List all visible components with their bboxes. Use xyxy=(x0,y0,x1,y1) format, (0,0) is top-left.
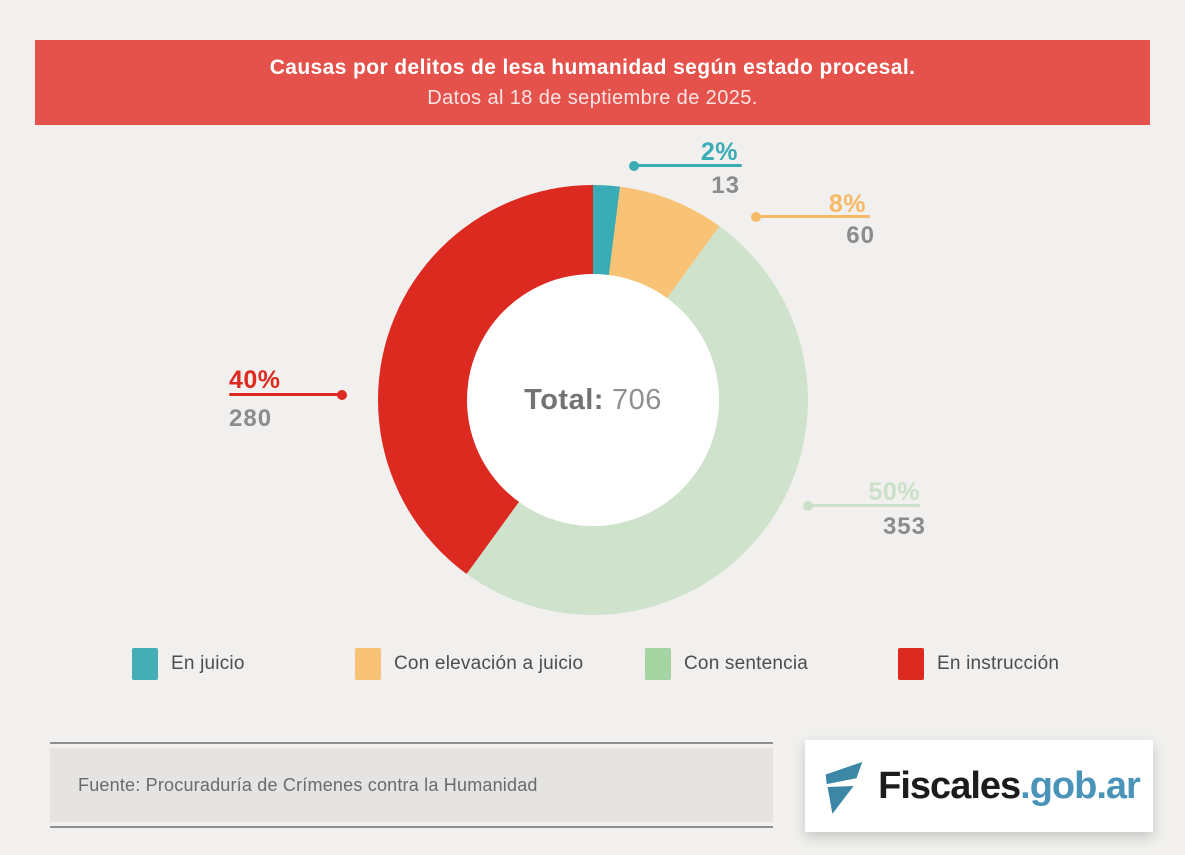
legend-item-con-sentencia: Con sentencia xyxy=(645,648,808,680)
legend-swatch-con-sentencia xyxy=(645,648,671,680)
callout-dot-en-instruccion xyxy=(337,389,347,400)
legend-swatch-en-instruccion xyxy=(898,648,924,680)
callout-percent-con-sentencia: 50% xyxy=(868,478,920,506)
legend-swatch-con-elevacion xyxy=(355,648,381,680)
callout-dot-en-juicio xyxy=(629,160,639,171)
logo-text-accent: .gob.ar xyxy=(1020,764,1141,807)
donut-center: Total: 706 xyxy=(467,274,719,526)
fiscales-logo: Fiscales.gob.ar xyxy=(805,740,1153,832)
callout-line-en-instruccion xyxy=(229,389,347,400)
total-value: 706 xyxy=(611,383,662,416)
page-title: Causas por delitos de lesa humanidad seg… xyxy=(269,55,916,79)
legend-item-en-juicio: En juicio xyxy=(132,648,245,680)
fiscales-flag-icon xyxy=(825,761,863,814)
legend-label-en-juicio: En juicio xyxy=(171,653,245,674)
source-box: Fuente: Procuraduría de Crímenes contra … xyxy=(50,748,773,822)
callout-dot-con-sentencia xyxy=(803,500,813,511)
callout-percent-en-instruccion: 40% xyxy=(229,366,281,394)
callout-value-en-juicio: 13 xyxy=(711,172,740,199)
legend-label-con-elevacion: Con elevación a juicio xyxy=(394,653,584,674)
callout-percent-con-elevacion: 8% xyxy=(828,190,866,218)
callout-line-en-juicio xyxy=(629,160,742,171)
callout-dot-con-elevacion xyxy=(751,211,761,222)
callout-line-con-elevacion xyxy=(751,211,870,222)
callout-percent-en-juicio: 2% xyxy=(700,138,738,166)
callout-value-con-elevacion: 60 xyxy=(846,222,875,249)
legend-item-en-instruccion: En instrucción xyxy=(898,648,1059,680)
total-caption: Total: xyxy=(524,383,604,416)
header-band: Causas por delitos de lesa humanidad seg… xyxy=(35,40,1150,125)
source-divider-bottom xyxy=(50,826,773,828)
logo-text-dark: Fiscales xyxy=(878,764,1021,807)
legend-label-en-instruccion: En instrucción xyxy=(937,653,1060,674)
legend-label-con-sentencia: Con sentencia xyxy=(684,653,809,674)
legend-item-con-elevacion: Con elevación a juicio xyxy=(355,648,583,680)
callout-value-en-instruccion: 280 xyxy=(229,405,273,432)
source-divider-top xyxy=(50,742,773,744)
legend-swatch-en-juicio xyxy=(132,648,158,680)
fiscales-logo-text: Fiscales.gob.ar xyxy=(878,764,1141,808)
total-label: Total: 706 xyxy=(524,384,662,417)
page-subtitle: Datos al 18 de septiembre de 2025. xyxy=(427,86,758,109)
source-text: Fuente: Procuraduría de Crímenes contra … xyxy=(78,774,538,795)
callout-line-con-sentencia xyxy=(803,500,920,511)
callout-value-con-sentencia: 353 xyxy=(882,513,926,540)
donut-chart: Total: 706 xyxy=(378,185,808,615)
